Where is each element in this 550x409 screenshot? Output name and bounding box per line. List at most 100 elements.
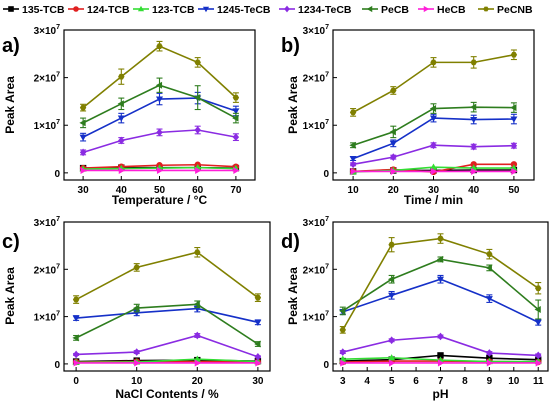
legend-label: PeCB	[381, 4, 409, 16]
x-tick-label: 6	[413, 376, 419, 387]
data-point	[389, 140, 397, 148]
legend-item: 1234-TeCB	[279, 4, 352, 16]
series	[72, 331, 262, 361]
series	[339, 332, 542, 360]
data-point	[232, 114, 239, 122]
legend-label: 123-TCB	[152, 4, 195, 16]
x-axis-title: pH	[433, 387, 449, 401]
x-tick-label: 30	[252, 376, 264, 387]
data-point	[79, 148, 87, 157]
data-point	[535, 351, 542, 360]
y-axis-title: Peak Area	[286, 76, 300, 134]
data-point	[255, 359, 262, 367]
data-point	[429, 163, 438, 170]
data-point	[194, 94, 201, 102]
series	[79, 125, 240, 157]
data-point	[430, 141, 437, 150]
series	[79, 77, 239, 129]
panel-label: b)	[281, 35, 300, 57]
data-point	[429, 105, 437, 113]
series-line	[75, 303, 259, 345]
x-tick-label: 30	[428, 185, 440, 196]
data-point	[72, 315, 80, 322]
series	[340, 359, 542, 367]
series	[79, 40, 240, 112]
data-point	[118, 166, 125, 174]
data-point	[429, 115, 438, 122]
y-tick-label: 2×107	[34, 72, 61, 85]
legend-label: PeCNB	[497, 4, 533, 16]
data-point	[388, 241, 395, 248]
data-point	[117, 115, 125, 122]
data-point	[390, 153, 397, 161]
series	[72, 300, 261, 348]
series-line	[352, 117, 514, 160]
data-point	[535, 285, 542, 291]
legend-label: 1245-TeCB	[217, 4, 271, 16]
y-tick-label: 1×107	[34, 311, 61, 324]
data-point	[133, 304, 140, 312]
x-tick-label: 40	[468, 185, 480, 196]
data-point	[349, 141, 356, 149]
x-tick-label: 20	[192, 376, 204, 387]
series-line	[76, 307, 259, 324]
data-point	[470, 142, 477, 151]
data-point	[194, 59, 201, 66]
legend-marker	[73, 6, 79, 12]
data-point	[133, 348, 140, 356]
data-point	[72, 296, 80, 303]
data-point	[485, 296, 493, 303]
y-tick-label: 3×107	[303, 216, 330, 229]
data-point	[155, 81, 163, 89]
data-point	[194, 359, 201, 367]
legend-label: 1234-TeCB	[298, 4, 352, 16]
y-tick-label: 3×107	[34, 24, 61, 37]
y-tick-label: 1×107	[303, 311, 330, 324]
legend-label: 124-TCB	[87, 4, 130, 16]
data-point	[339, 348, 346, 356]
x-axis-title: Time / min	[404, 193, 463, 207]
data-point	[437, 332, 444, 341]
legend-item: 124-TCB	[68, 4, 130, 16]
x-tick-label: 4	[364, 376, 370, 387]
panel-label: c)	[2, 231, 20, 253]
data-point	[511, 167, 518, 175]
data-point	[194, 249, 201, 256]
y-axis-title: Peak Area	[3, 76, 17, 134]
panel: b) Peak Area Time / min 0 1×107 2×107 3×107 10 2…	[281, 24, 535, 207]
y-tick-label: 0	[54, 169, 60, 180]
data-point	[486, 349, 493, 357]
data-point	[232, 94, 240, 101]
data-point	[194, 331, 201, 340]
series-layer	[79, 40, 240, 174]
data-point	[349, 160, 357, 169]
series	[80, 166, 240, 174]
data-point	[430, 167, 438, 175]
data-point	[387, 275, 395, 283]
data-point	[437, 352, 444, 359]
data-point	[350, 167, 357, 175]
y-tick-label: 1×107	[303, 119, 330, 132]
x-tick-label: 7	[438, 376, 444, 387]
series-layer	[72, 246, 262, 367]
x-tick-label: 70	[230, 185, 242, 196]
legend-item: HeCB	[418, 4, 466, 16]
data-point	[349, 109, 357, 116]
data-point	[117, 100, 124, 108]
legend-marker	[423, 5, 430, 13]
data-point	[437, 235, 444, 242]
data-point	[437, 359, 445, 367]
series	[349, 141, 518, 169]
data-point	[133, 264, 140, 271]
series-line	[75, 251, 259, 301]
data-point	[470, 161, 477, 168]
series-line	[342, 278, 539, 323]
data-point	[535, 359, 542, 367]
legend-item: 135-TCB	[3, 4, 65, 16]
data-point	[436, 276, 445, 283]
legend-marker	[202, 6, 210, 13]
legend-marker	[284, 5, 290, 13]
series-line	[76, 334, 259, 358]
